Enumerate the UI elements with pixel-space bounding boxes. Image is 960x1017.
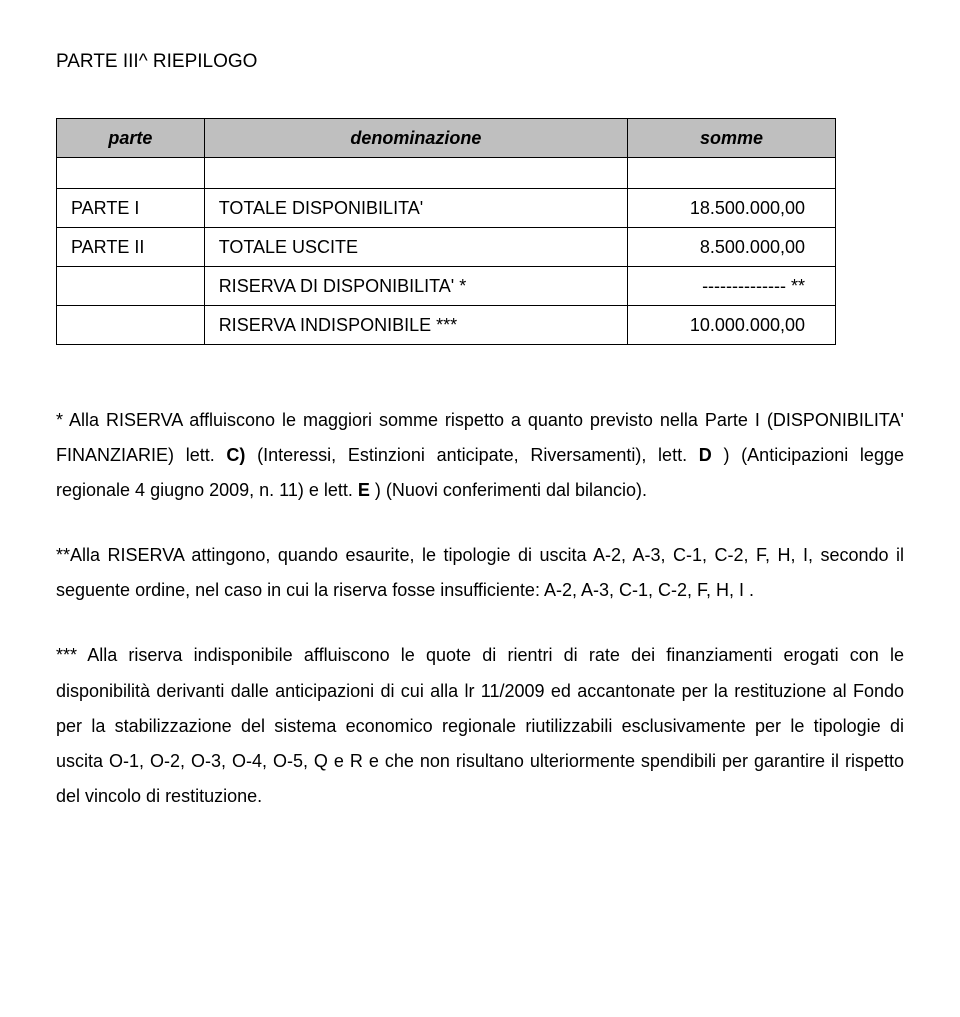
table-row: PARTE I TOTALE DISPONIBILITA' 18.500.000… xyxy=(57,188,836,227)
summary-table: parte denominazione somme PARTE I TOTALE… xyxy=(56,118,836,345)
cell-parte xyxy=(57,305,205,344)
cell-parte: PARTE I xyxy=(57,188,205,227)
cell-denominazione: TOTALE USCITE xyxy=(204,227,627,266)
page-title: PARTE III^ RIEPILOGO xyxy=(56,48,904,76)
cell-somme: 8.500.000,00 xyxy=(628,227,836,266)
col-header-parte: parte xyxy=(57,118,205,157)
note1-d-label: D xyxy=(699,445,712,465)
footnote-1: * Alla RISERVA affluiscono le maggiori s… xyxy=(56,403,904,508)
cell-somme: 10.000.000,00 xyxy=(628,305,836,344)
table-row: RISERVA DI DISPONIBILITA' * ------------… xyxy=(57,266,836,305)
note1-c-label: C) xyxy=(226,445,245,465)
cell-somme: -------------- ** xyxy=(628,266,836,305)
table-row: RISERVA INDISPONIBILE *** 10.000.000,00 xyxy=(57,305,836,344)
col-header-somme: somme xyxy=(628,118,836,157)
table-row: PARTE II TOTALE USCITE 8.500.000,00 xyxy=(57,227,836,266)
cell-denominazione: RISERVA DI DISPONIBILITA' * xyxy=(204,266,627,305)
table-spacer-row xyxy=(57,157,836,188)
cell-denominazione: RISERVA INDISPONIBILE *** xyxy=(204,305,627,344)
cell-denominazione: TOTALE DISPONIBILITA' xyxy=(204,188,627,227)
cell-parte: PARTE II xyxy=(57,227,205,266)
col-header-denominazione: denominazione xyxy=(204,118,627,157)
cell-parte xyxy=(57,266,205,305)
cell-somme: 18.500.000,00 xyxy=(628,188,836,227)
note1-e-text: ) (Nuovi conferimenti dal bilancio). xyxy=(375,480,647,500)
note1-c-text: (Interessi, Estinzioni anticipate, River… xyxy=(257,445,699,465)
footnote-3: *** Alla riserva indisponibile affluisco… xyxy=(56,638,904,813)
note1-e-label: E xyxy=(358,480,370,500)
table-header-row: parte denominazione somme xyxy=(57,118,836,157)
footnote-2: **Alla RISERVA attingono, quando esaurit… xyxy=(56,538,904,608)
